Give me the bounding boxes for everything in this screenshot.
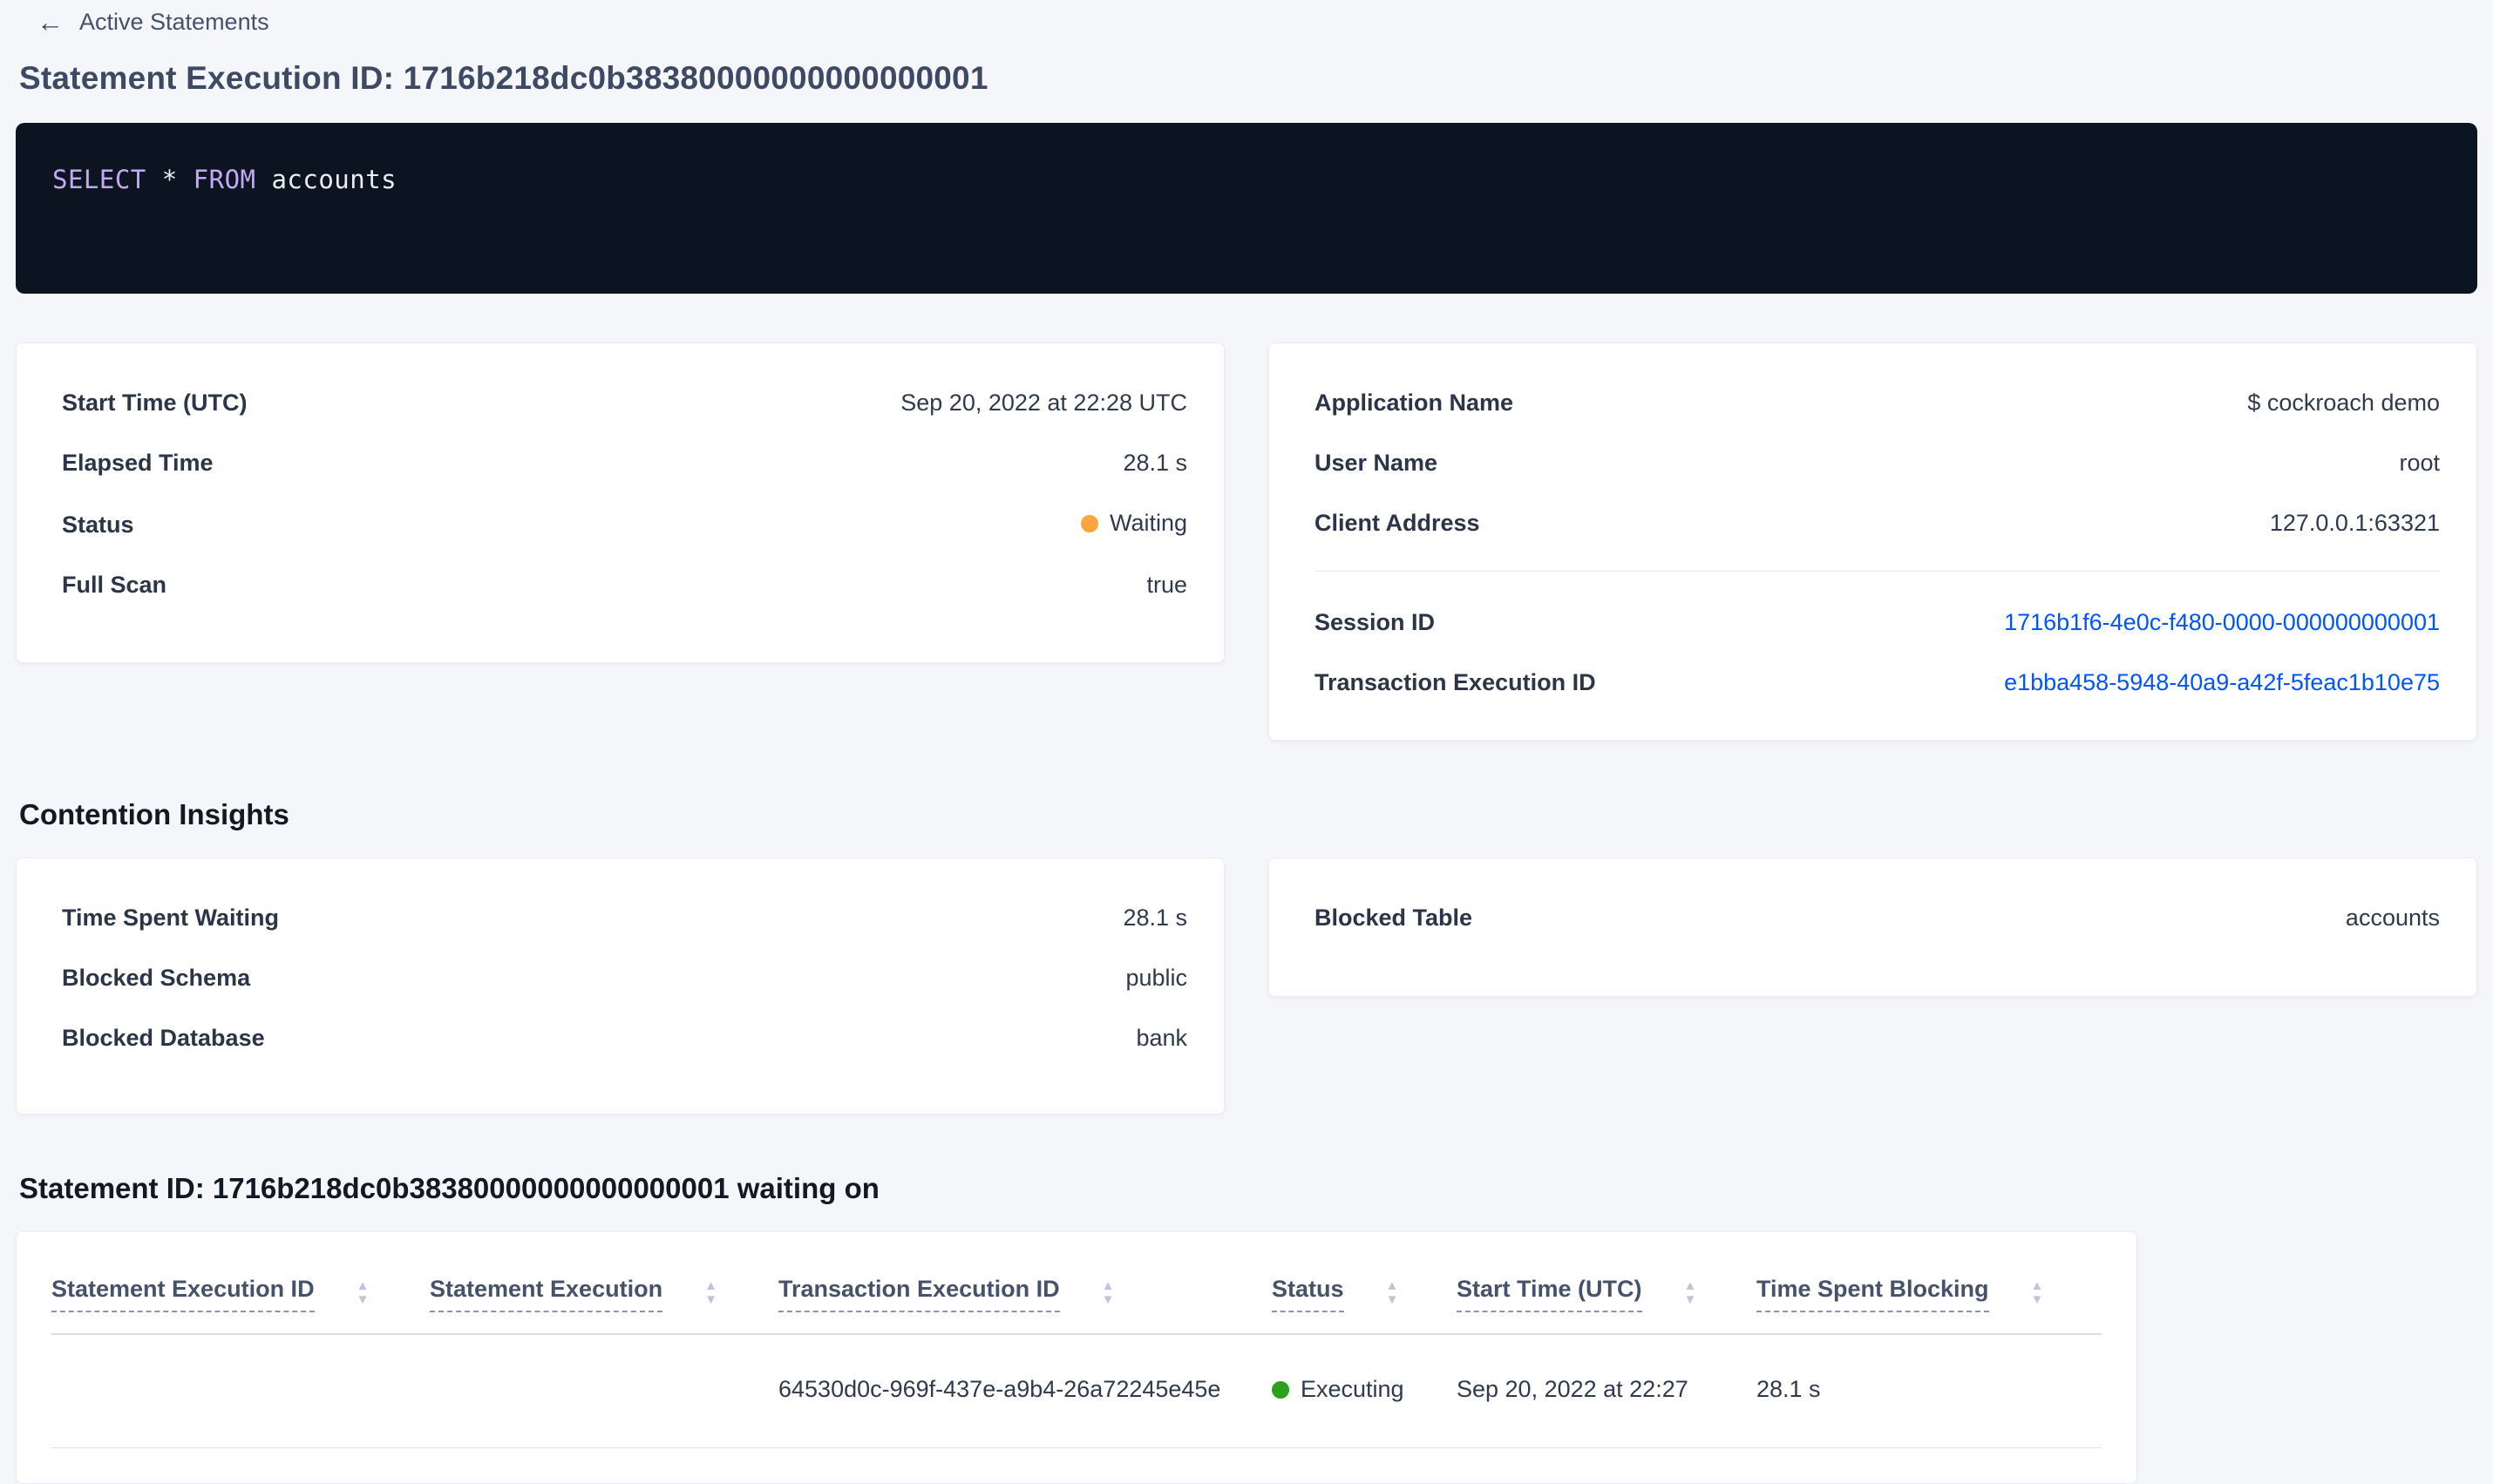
- blocked-table-value: accounts: [2345, 905, 2440, 931]
- blocked-schema-value: public: [1125, 965, 1187, 991]
- blocked-table-card: Blocked Table accounts: [1268, 857, 2477, 997]
- cell-status: Executing: [1272, 1377, 1457, 1402]
- sort-up-icon: ▲: [2030, 1278, 2044, 1293]
- sql-statement-box: SELECT * FROM accounts: [16, 123, 2477, 294]
- user-name-value: root: [2399, 450, 2440, 476]
- start-time-row: Start Time (UTC) Sep 20, 2022 at 22:28 U…: [62, 390, 1187, 416]
- column-header-time-spent-blocking[interactable]: Time Spent Blocking ▲ ▼: [1756, 1276, 2043, 1312]
- blocked-schema-row: Blocked Schema public: [62, 966, 1187, 991]
- page-title: Statement Execution ID: 1716b218dc0b3838…: [19, 60, 988, 96]
- back-link-label: Active Statements: [79, 9, 269, 35]
- sort-arrows-icon[interactable]: ▲ ▼: [1385, 1278, 1399, 1307]
- column-header-statement-execution-label: Statement Execution: [430, 1276, 663, 1312]
- session-id-link[interactable]: 1716b1f6-4e0c-f480-0000-000000000001: [2004, 609, 2440, 635]
- application-name-row: Application Name $ cockroach demo: [1314, 390, 2440, 416]
- sort-arrows-icon[interactable]: ▲ ▼: [704, 1278, 717, 1307]
- full-scan-row: Full Scan true: [62, 571, 1187, 598]
- sort-down-icon: ▼: [1101, 1292, 1115, 1307]
- full-scan-label: Full Scan: [62, 571, 167, 598]
- status-label: Status: [62, 511, 134, 538]
- waiting-on-table-header: Statement Execution ID ▲ ▼ Statement Exe…: [51, 1276, 2102, 1335]
- full-scan-value: true: [1146, 571, 1187, 598]
- column-header-status[interactable]: Status ▲ ▼: [1272, 1276, 1398, 1312]
- back-link[interactable]: ← Active Statements: [37, 9, 269, 36]
- contention-details-card: Time Spent Waiting 28.1 s Blocked Schema…: [16, 857, 1225, 1115]
- column-header-status-label: Status: [1272, 1276, 1344, 1312]
- sql-star: *: [146, 165, 194, 194]
- statement-overview-card: Start Time (UTC) Sep 20, 2022 at 22:28 U…: [16, 342, 1225, 663]
- session-id-row: Session ID 1716b1f6-4e0c-f480-0000-00000…: [1314, 610, 2440, 635]
- client-address-label: Client Address: [1314, 510, 1480, 536]
- blocked-schema-label: Blocked Schema: [62, 965, 251, 991]
- status-row: Status Waiting: [62, 511, 1187, 538]
- overview-cards-row: Start Time (UTC) Sep 20, 2022 at 22:28 U…: [16, 342, 2477, 741]
- elapsed-time-value: 28.1 s: [1123, 450, 1187, 476]
- status-executing-text: Executing: [1301, 1376, 1404, 1402]
- application-name-label: Application Name: [1314, 390, 1514, 416]
- session-details-card: Application Name $ cockroach demo User N…: [1268, 342, 2477, 741]
- column-header-start-time-label: Start Time (UTC): [1457, 1276, 1642, 1312]
- time-spent-waiting-row: Time Spent Waiting 28.1 s: [62, 905, 1187, 931]
- sort-down-icon: ▼: [1683, 1292, 1697, 1307]
- client-address-value: 127.0.0.1:63321: [2269, 510, 2440, 536]
- cell-transaction-execution-id: 64530d0c-969f-437e-a9b4-26a72245e45e: [778, 1376, 1221, 1402]
- column-header-statement-execution-id[interactable]: Statement Execution ID ▲ ▼: [51, 1276, 369, 1312]
- transaction-execution-id-label: Transaction Execution ID: [1314, 669, 1596, 695]
- column-header-statement-execution[interactable]: Statement Execution ▲ ▼: [430, 1276, 717, 1312]
- user-name-label: User Name: [1314, 450, 1438, 476]
- sort-up-icon: ▲: [704, 1278, 717, 1293]
- contention-cards-row: Time Spent Waiting 28.1 s Blocked Schema…: [16, 857, 2477, 1115]
- table-row: 64530d0c-969f-437e-a9b4-26a72245e45e Exe…: [51, 1335, 2102, 1448]
- client-address-row: Client Address 127.0.0.1:63321: [1314, 511, 2440, 536]
- sort-down-icon: ▼: [356, 1292, 370, 1307]
- column-header-time-spent-blocking-label: Time Spent Blocking: [1756, 1276, 1989, 1312]
- sql-keyword-select: SELECT: [52, 165, 146, 194]
- sort-arrows-icon[interactable]: ▲ ▼: [1101, 1278, 1115, 1307]
- elapsed-time-row: Elapsed Time 28.1 s: [62, 451, 1187, 476]
- sort-up-icon: ▲: [1385, 1278, 1399, 1293]
- cell-time-spent-blocking: 28.1 s: [1756, 1376, 1821, 1402]
- sql-table-name: accounts: [255, 165, 397, 194]
- sort-arrows-icon[interactable]: ▲ ▼: [356, 1278, 370, 1307]
- blocked-database-row: Blocked Database bank: [62, 1026, 1187, 1051]
- transaction-execution-id-link[interactable]: e1bba458-5948-40a9-a42f-5feac1b10e75: [2004, 669, 2440, 695]
- status-executing-dot-icon: [1272, 1380, 1289, 1399]
- column-header-start-time[interactable]: Start Time (UTC) ▲ ▼: [1457, 1276, 1696, 1312]
- sort-up-icon: ▲: [1683, 1278, 1697, 1293]
- waiting-on-table-card: Statement Execution ID ▲ ▼ Statement Exe…: [16, 1231, 2137, 1484]
- time-spent-waiting-value: 28.1 s: [1123, 905, 1187, 931]
- contention-insights-heading: Contention Insights: [19, 798, 289, 830]
- sort-arrows-icon[interactable]: ▲ ▼: [2030, 1278, 2044, 1307]
- cell-start-time: Sep 20, 2022 at 22:27: [1457, 1376, 1688, 1402]
- sort-down-icon: ▼: [2030, 1292, 2044, 1307]
- waiting-on-heading: Statement ID: 1716b218dc0b38380000000000…: [19, 1172, 880, 1204]
- transaction-execution-id-row: Transaction Execution ID e1bba458-5948-4…: [1314, 670, 2440, 695]
- application-name-value: $ cockroach demo: [2247, 390, 2440, 416]
- sql-keyword-from: FROM: [193, 165, 256, 194]
- column-header-statement-execution-id-label: Statement Execution ID: [51, 1276, 315, 1312]
- start-time-value: Sep 20, 2022 at 22:28 UTC: [900, 390, 1187, 416]
- status-value: Waiting: [1080, 510, 1187, 536]
- sort-up-icon: ▲: [356, 1278, 370, 1293]
- user-name-row: User Name root: [1314, 451, 2440, 476]
- status-waiting-text: Waiting: [1109, 510, 1187, 536]
- sort-down-icon: ▼: [704, 1292, 717, 1307]
- back-arrow-icon: ←: [37, 7, 64, 37]
- time-spent-waiting-label: Time Spent Waiting: [62, 905, 280, 931]
- blocked-table-label: Blocked Table: [1314, 905, 1473, 931]
- column-header-transaction-execution-id[interactable]: Transaction Execution ID ▲ ▼: [778, 1276, 1114, 1312]
- session-id-label: Session ID: [1314, 609, 1436, 635]
- column-header-transaction-execution-id-label: Transaction Execution ID: [778, 1276, 1060, 1312]
- status-waiting-dot-icon: [1080, 514, 1098, 532]
- blocked-database-value: bank: [1136, 1025, 1187, 1051]
- sort-down-icon: ▼: [1385, 1292, 1399, 1307]
- blocked-table-row: Blocked Table accounts: [1314, 905, 2440, 931]
- sort-arrows-icon[interactable]: ▲ ▼: [1683, 1278, 1697, 1307]
- start-time-label: Start Time (UTC): [62, 390, 248, 416]
- session-card-divider: [1314, 571, 2440, 572]
- sort-up-icon: ▲: [1101, 1278, 1115, 1293]
- elapsed-time-label: Elapsed Time: [62, 450, 214, 476]
- blocked-database-label: Blocked Database: [62, 1025, 265, 1051]
